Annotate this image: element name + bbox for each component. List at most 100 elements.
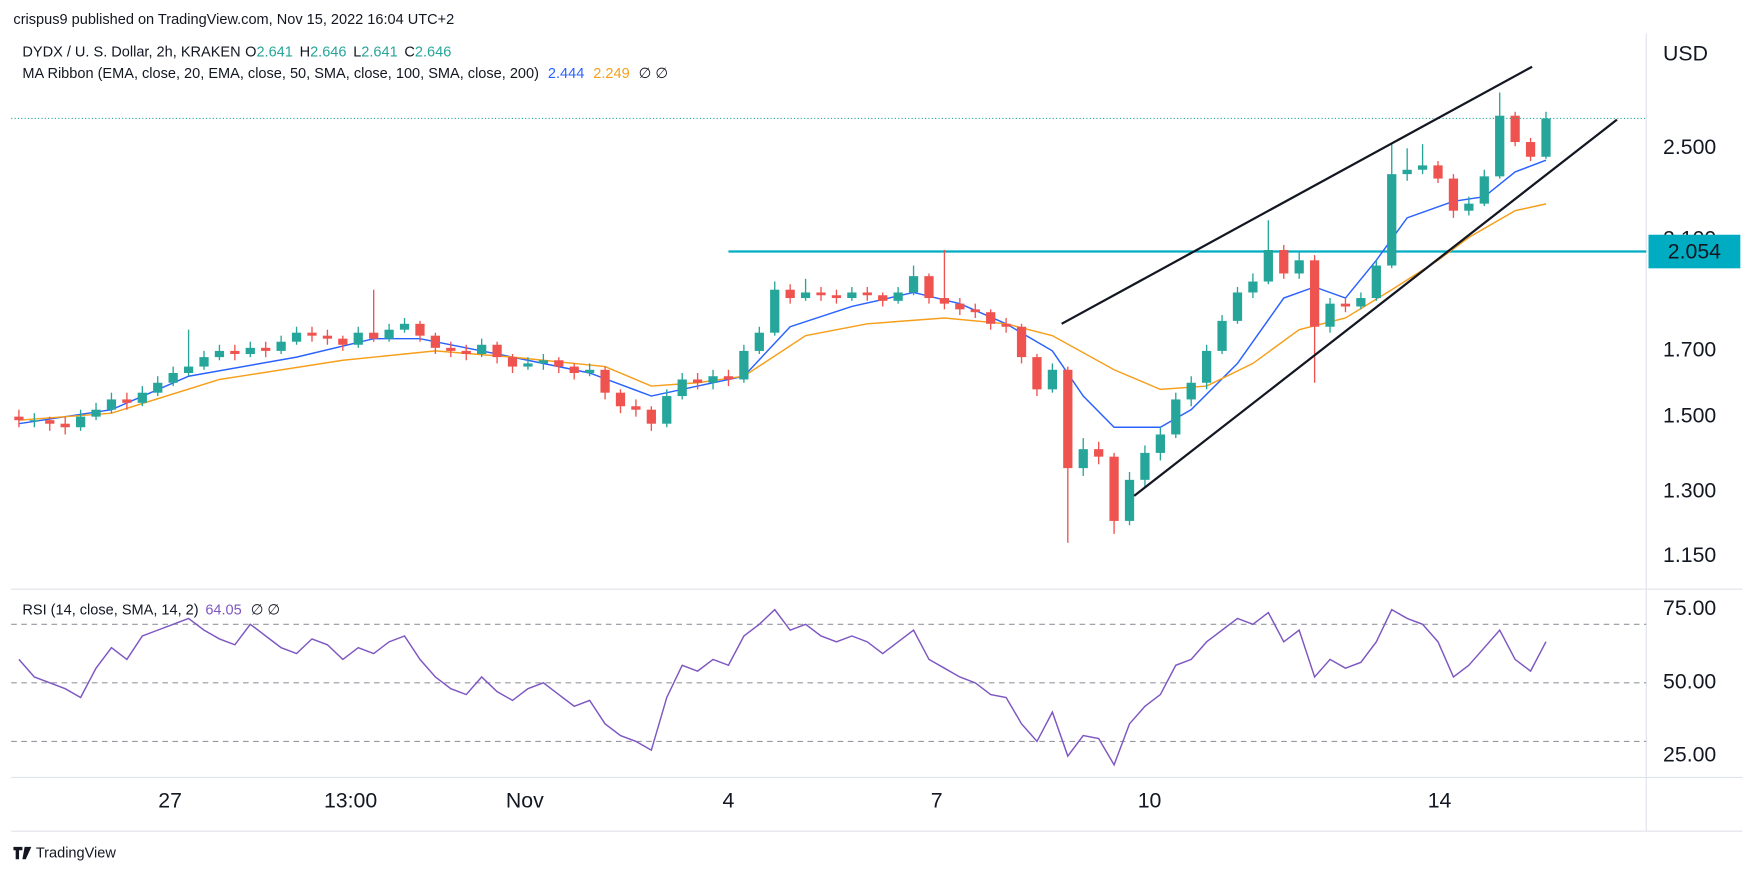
candle-body bbox=[538, 360, 548, 364]
candle-body bbox=[600, 369, 610, 393]
candle-body bbox=[45, 420, 55, 424]
candle-body bbox=[1078, 449, 1088, 469]
candle-body bbox=[692, 379, 703, 383]
candle-body bbox=[106, 399, 117, 410]
candle-body bbox=[785, 289, 795, 299]
candle-body bbox=[1063, 369, 1073, 469]
candle-body bbox=[369, 332, 379, 339]
candle-body bbox=[1356, 298, 1366, 307]
candle-body bbox=[1263, 249, 1273, 282]
candle-body bbox=[908, 276, 919, 293]
ribbon-empty: ∅ ∅ bbox=[639, 66, 668, 82]
candle-body bbox=[291, 332, 302, 342]
x-tick-label: 4 bbox=[723, 789, 735, 813]
level-label: 2.054 bbox=[1668, 239, 1721, 263]
candle-body bbox=[199, 357, 209, 367]
candle-body bbox=[893, 292, 903, 301]
ohlc-value: 2.646 bbox=[415, 44, 451, 60]
symbol-legend: DYDX / U. S. Dollar, 2h, KRAKEN O2.641 H2.… bbox=[22, 44, 451, 60]
candle-body bbox=[492, 344, 502, 358]
trendline bbox=[1133, 118, 1618, 497]
y-tick-label: 1.300 bbox=[1663, 478, 1716, 502]
rsi-value: 64.05 bbox=[205, 602, 241, 618]
candle-body bbox=[446, 347, 456, 351]
candle-body bbox=[75, 416, 86, 428]
candle-body bbox=[739, 350, 749, 380]
candle-body bbox=[523, 363, 533, 367]
candle-body bbox=[723, 376, 734, 380]
candle-body bbox=[1371, 265, 1381, 299]
rsi-empty: ∅ ∅ bbox=[251, 602, 280, 618]
candle-body bbox=[153, 382, 163, 393]
publisher: crispus9 published on TradingView.com, N… bbox=[13, 12, 454, 28]
candle-body bbox=[1294, 260, 1304, 274]
candle-body bbox=[137, 392, 147, 403]
candle-body bbox=[1016, 326, 1027, 358]
rsi-legend: RSI (14, close, SMA, 14, 2) 64.05 ∅ ∅ bbox=[22, 602, 280, 618]
ohlc-label: L bbox=[353, 44, 361, 60]
candle-body bbox=[1495, 115, 1505, 177]
candle-body bbox=[1433, 165, 1443, 179]
candle-body bbox=[1217, 320, 1227, 351]
candle-body bbox=[986, 312, 996, 324]
candle-body bbox=[477, 344, 487, 355]
candle-body bbox=[1479, 176, 1489, 204]
candle-body bbox=[585, 369, 595, 373]
candle-body bbox=[939, 298, 950, 304]
candle-body bbox=[1464, 203, 1474, 211]
y-tick-label: 2.500 bbox=[1663, 135, 1716, 159]
candle-body bbox=[1510, 115, 1520, 143]
y-axis-label: USD bbox=[1663, 42, 1708, 66]
ohlc-value: 2.641 bbox=[361, 44, 397, 60]
candle-body bbox=[399, 323, 410, 330]
y-tick-label: 1.500 bbox=[1663, 403, 1716, 427]
candle-body bbox=[677, 379, 687, 397]
candle-body bbox=[1001, 323, 1011, 327]
x-tick-label: Nov bbox=[506, 789, 544, 813]
candle-body bbox=[1402, 169, 1412, 175]
candle-body bbox=[461, 350, 471, 355]
candle-body bbox=[1109, 456, 1119, 521]
candle-body bbox=[384, 329, 394, 339]
candle-body bbox=[847, 292, 857, 299]
candle-body bbox=[1387, 174, 1397, 266]
candle-body bbox=[1309, 260, 1320, 327]
candle-body bbox=[353, 332, 363, 345]
ribbon-value: 2.249 bbox=[593, 66, 629, 82]
moving-average bbox=[18, 203, 1547, 421]
candle-body bbox=[770, 289, 780, 333]
x-tick-label: 27 bbox=[158, 789, 182, 813]
x-tick-label: 13:00 bbox=[324, 789, 377, 813]
candle-body bbox=[1155, 434, 1165, 453]
candle-body bbox=[816, 292, 826, 296]
candle-body bbox=[1448, 178, 1459, 211]
candle-body bbox=[615, 392, 626, 407]
candle-body bbox=[631, 406, 641, 410]
candle-body bbox=[970, 309, 980, 313]
candle-body bbox=[122, 399, 132, 403]
brand-logo bbox=[13, 846, 32, 860]
y-tick-label: 25.00 bbox=[1663, 743, 1716, 767]
candle-body bbox=[800, 292, 811, 299]
trendline bbox=[1061, 65, 1533, 325]
candle-body bbox=[91, 409, 101, 417]
candle-body bbox=[1279, 249, 1289, 274]
candle-body bbox=[862, 292, 872, 296]
candle-body bbox=[1171, 399, 1181, 435]
y-tick-label: 75.00 bbox=[1663, 596, 1716, 620]
candle-body bbox=[1541, 118, 1551, 157]
y-tick-label: 1.150 bbox=[1663, 543, 1716, 567]
candle-body bbox=[1124, 479, 1135, 521]
candle-body bbox=[1417, 165, 1428, 170]
level-label-box bbox=[1648, 234, 1741, 269]
candle-body bbox=[1525, 142, 1536, 157]
ribbon-value: 2.444 bbox=[548, 66, 584, 82]
candle-body bbox=[230, 350, 240, 355]
candle-body bbox=[754, 332, 764, 351]
candle-body bbox=[1047, 369, 1058, 390]
candle-body bbox=[554, 360, 564, 367]
ohlc-value: 2.646 bbox=[310, 44, 346, 60]
candle-body bbox=[430, 335, 441, 348]
